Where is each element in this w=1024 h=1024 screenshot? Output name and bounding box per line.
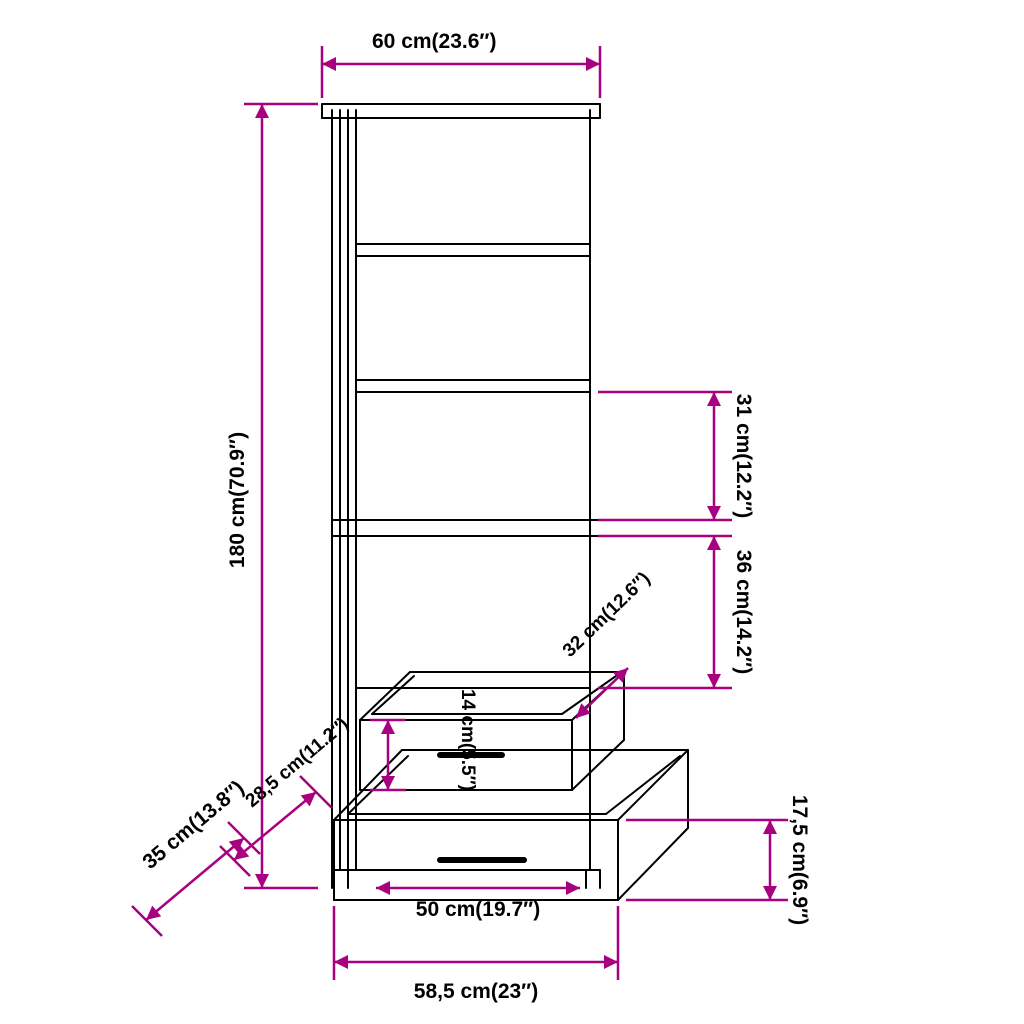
dim-shelf-upper: 31 cm(12.2″) [732,394,755,518]
furniture-outline [322,104,688,900]
dim-height-left: 180 cm(70.9″) [226,432,249,568]
dim-drawer-front-h: 17,5 cm(6.9″) [788,795,811,925]
dim-shelf-depth: 28,5 cm(11.2″) [242,714,353,812]
dim-drawer-front-w: 50 cm(19.7″) [416,898,540,921]
dim-shelf-lower: 36 cm(14.2″) [732,550,755,674]
dim-base-width: 58,5 cm(23″) [414,980,538,1003]
dim-width-top: 60 cm(23.6″) [372,30,496,53]
dim-drawer-inner-h: 14 cm(5.5″) [457,689,478,791]
dim-drawer-depth: 32 cm(12.6″) [559,568,655,661]
